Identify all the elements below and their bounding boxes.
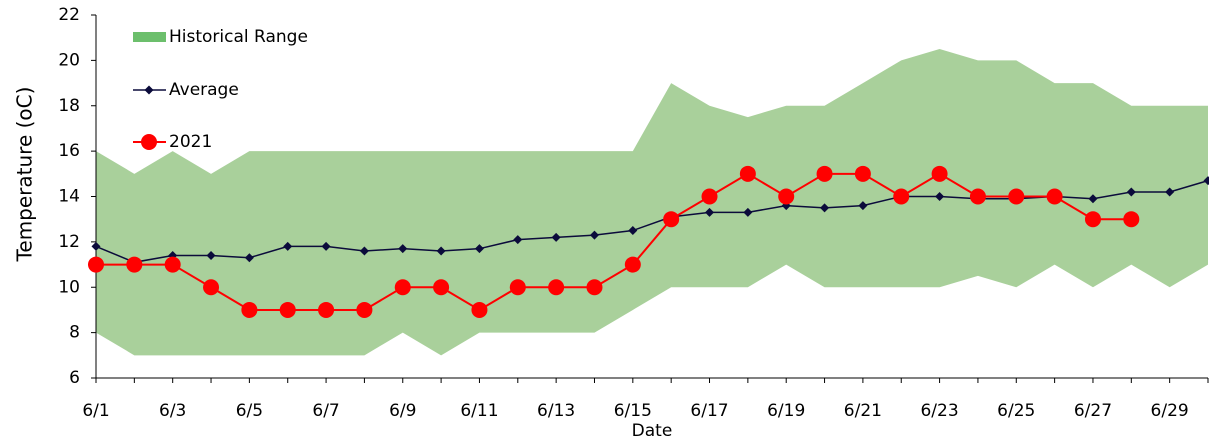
series-line	[96, 172, 1132, 312]
marker-2021	[624, 256, 641, 273]
average-marker	[436, 246, 446, 256]
marker-2021	[701, 188, 718, 205]
x-axis-title: Date	[632, 421, 673, 441]
marker-2021	[126, 256, 143, 273]
y-tick-label: 14	[58, 187, 80, 207]
marker-2021	[931, 165, 948, 182]
legend-label: Average	[169, 80, 239, 100]
average-marker	[398, 244, 408, 254]
legend-swatch	[141, 134, 157, 150]
marker-2021	[318, 301, 335, 318]
marker-2021	[854, 165, 871, 182]
marker-2021	[241, 301, 258, 318]
average-marker	[858, 201, 868, 211]
marker-2021	[279, 301, 296, 318]
x-tick-label: 6/25	[997, 401, 1035, 421]
marker-2021	[1008, 188, 1025, 205]
y-axis-title: Temperature (oC)	[13, 87, 37, 263]
marker-2021	[471, 301, 488, 318]
x-tick-label: 6/9	[389, 401, 416, 421]
average-marker	[628, 226, 638, 236]
legend-label: Historical Range	[169, 27, 308, 47]
x-tick-label: 6/29	[1151, 401, 1189, 421]
x-tick-label: 6/5	[236, 401, 263, 421]
marker-2021	[778, 188, 795, 205]
marker-2021	[739, 165, 756, 182]
marker-2021	[394, 279, 411, 296]
y-tick-label: 22	[58, 5, 80, 25]
marker-2021	[1084, 211, 1101, 228]
marker-2021	[433, 279, 450, 296]
average-marker	[935, 192, 945, 201]
y-tick-label: 16	[58, 141, 80, 161]
average-marker	[820, 203, 830, 213]
average-marker	[743, 207, 753, 217]
historical-range	[96, 49, 1208, 356]
marker-2021	[969, 188, 986, 205]
legend-swatch	[133, 32, 166, 42]
x-tick-label: 6/23	[920, 401, 958, 421]
average-marker	[91, 241, 101, 251]
marker-2021	[586, 279, 603, 296]
average-marker	[1165, 187, 1175, 197]
x-tick-label: 6/15	[614, 401, 652, 421]
legend-swatch	[144, 85, 154, 95]
average-marker	[283, 241, 293, 251]
marker-2021	[356, 301, 373, 318]
x-tick-label: 6/1	[82, 401, 109, 421]
y-tick-label: 18	[58, 96, 80, 116]
average-marker	[589, 230, 599, 240]
average-marker	[244, 253, 254, 263]
x-tick-label: 6/13	[537, 401, 575, 421]
marker-2021	[1046, 188, 1063, 205]
marker-2021	[548, 279, 565, 296]
x-tick-label: 6/17	[690, 401, 728, 421]
y-tick-label: 12	[58, 232, 80, 252]
y-tick-label: 10	[58, 277, 80, 297]
average-marker	[474, 244, 484, 254]
marker-2021	[816, 165, 833, 182]
marker-2021	[1123, 211, 1140, 228]
y-tick-label: 8	[69, 323, 80, 343]
average-marker	[551, 232, 561, 242]
average-marker	[513, 235, 523, 245]
marker-2021	[893, 188, 910, 205]
y-tick-label: 20	[58, 50, 80, 70]
marker-2021	[164, 256, 181, 273]
marker-2021	[203, 279, 220, 296]
average-marker	[705, 207, 715, 217]
average-marker	[321, 241, 331, 251]
x-tick-label: 6/7	[312, 401, 339, 421]
legend-label: 2021	[169, 132, 212, 152]
x-tick-label: 6/21	[844, 401, 882, 421]
marker-2021	[663, 211, 680, 228]
y-tick-label: 6	[69, 368, 80, 388]
x-tick-label: 6/27	[1074, 401, 1112, 421]
x-tick-label: 6/19	[767, 401, 805, 421]
marker-2021	[509, 279, 526, 296]
average-marker	[359, 246, 369, 256]
average-marker	[206, 250, 216, 260]
average-marker	[1088, 194, 1098, 204]
x-tick-label: 6/11	[460, 401, 498, 421]
x-tick-label: 6/3	[159, 401, 186, 421]
marker-2021	[88, 256, 104, 273]
average-marker	[1126, 187, 1136, 197]
average-marker	[1203, 176, 1209, 186]
